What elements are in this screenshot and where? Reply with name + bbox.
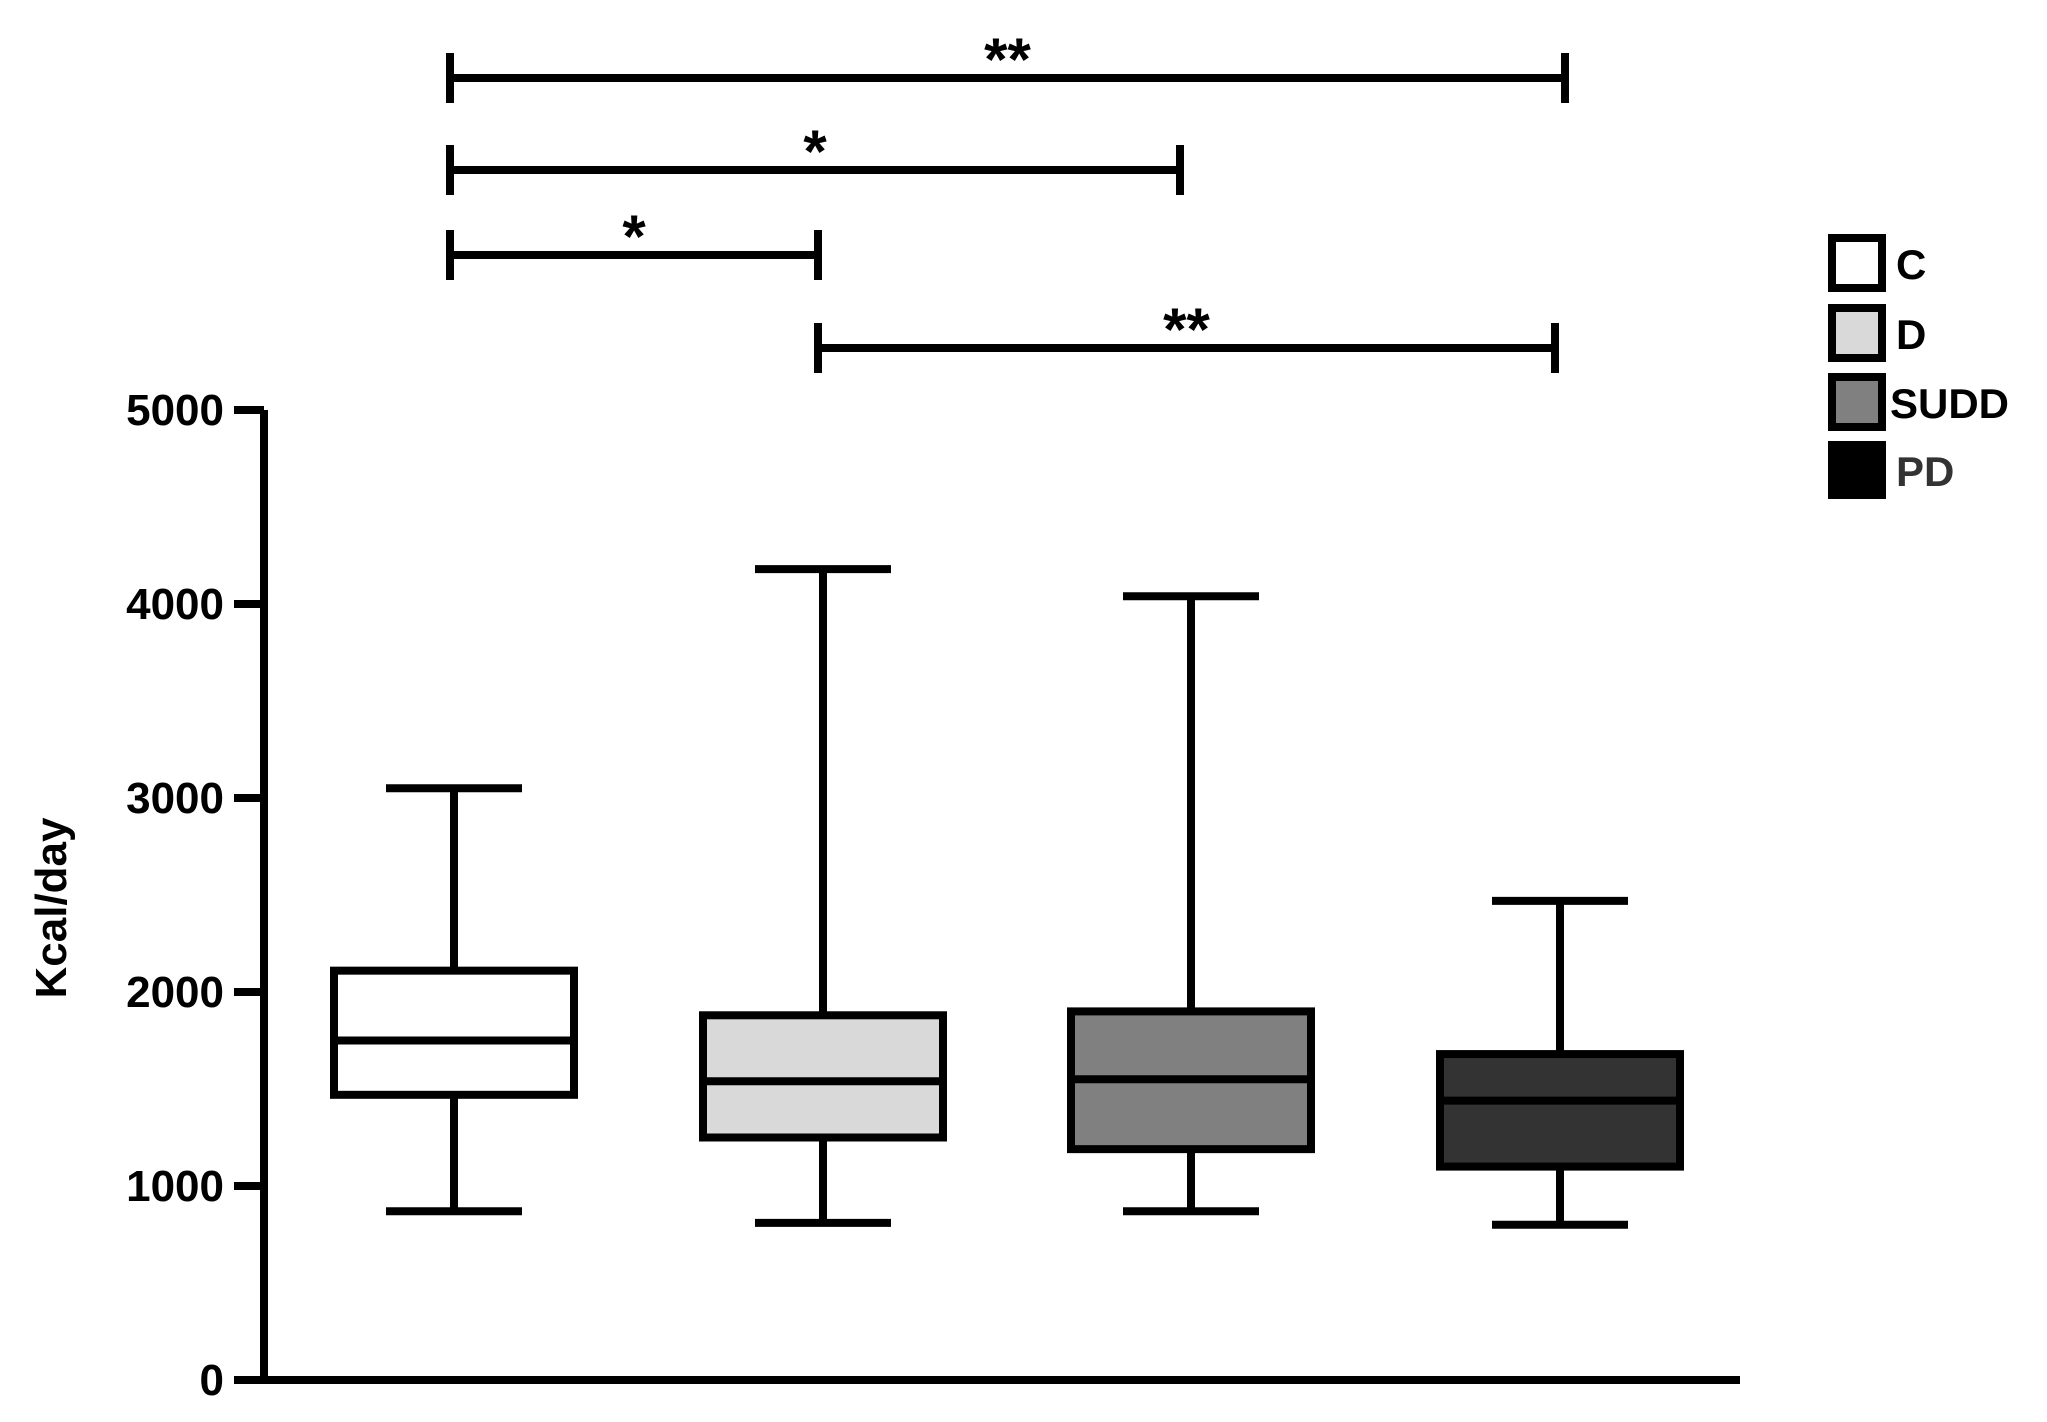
- significance-bracket: *: [446, 203, 822, 280]
- legend-item-sudd: SUDD: [1828, 373, 2009, 431]
- significance-brackets: ******: [446, 26, 1569, 373]
- y-axis-title: Kcal/day: [27, 817, 76, 999]
- legend-label: D: [1896, 311, 1926, 358]
- box-d: [699, 565, 947, 1227]
- legend-item-c: C: [1828, 234, 1926, 292]
- boxes: [330, 565, 1684, 1229]
- box-sudd: [1067, 592, 1315, 1216]
- significance-bracket: **: [814, 296, 1559, 373]
- iqr-box: [330, 966, 578, 1099]
- y-tick-label: 1000: [126, 1162, 224, 1211]
- axes: [260, 410, 1740, 1384]
- y-tick-label: 5000: [126, 386, 224, 435]
- legend-swatch: [1828, 304, 1886, 362]
- legend: CD SUDD PD: [1828, 234, 2009, 499]
- box-c: [330, 784, 578, 1216]
- y-tick-label: 4000: [126, 580, 224, 629]
- legend-swatch: [1828, 234, 1886, 292]
- significance-bracket: **: [446, 26, 1569, 103]
- y-axis-ticks: 0 1000 2000 3000 4000 5000: [126, 386, 264, 1405]
- iqr-box: [1436, 1050, 1684, 1171]
- iqr-box: [699, 1011, 947, 1142]
- significance-label: *: [803, 118, 827, 185]
- legend-label: C: [1896, 241, 1926, 288]
- legend-item-pd: PD: [1828, 441, 1954, 499]
- legend-swatch: [1828, 373, 1886, 431]
- significance-label: *: [622, 203, 646, 270]
- significance-bracket: *: [446, 118, 1184, 195]
- box-pd: [1436, 896, 1684, 1229]
- legend-item-d: D: [1828, 304, 1926, 362]
- legend-label: SUDD: [1890, 380, 2009, 427]
- legend-label: PD: [1896, 448, 1954, 495]
- legend-swatch: [1828, 441, 1886, 499]
- significance-label: **: [984, 26, 1031, 93]
- significance-label: **: [1163, 296, 1210, 363]
- y-tick-label: 0: [200, 1356, 224, 1405]
- y-tick-label: 3000: [126, 774, 224, 823]
- y-tick-label: 2000: [126, 968, 224, 1017]
